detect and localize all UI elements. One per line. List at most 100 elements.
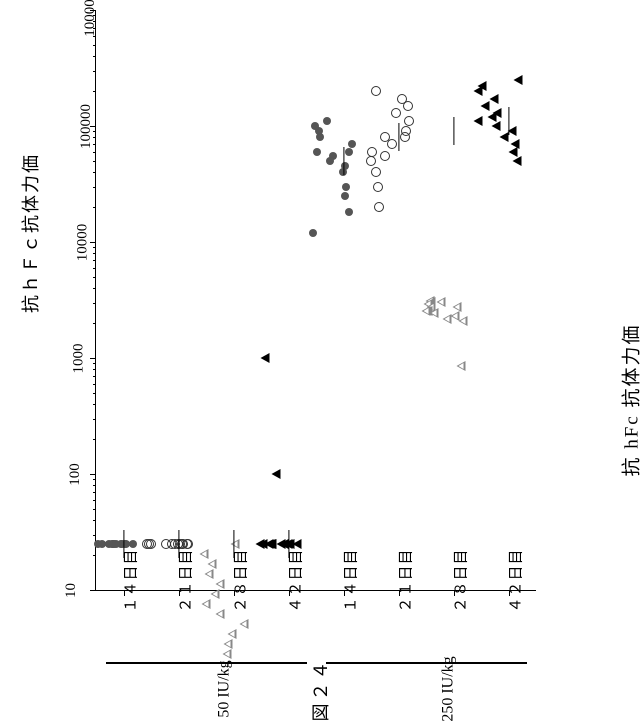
data-point (477, 81, 486, 91)
data-point (227, 629, 236, 639)
data-point (105, 540, 113, 548)
data-point (430, 308, 439, 318)
data-point (341, 192, 349, 200)
group-label: 250 IU/kg (440, 656, 458, 721)
figure-label: 図２４ (307, 659, 333, 722)
data-point (490, 94, 499, 104)
ytick-minor (93, 492, 96, 493)
ytick-label: 100000 (78, 104, 95, 149)
data-point (510, 139, 519, 149)
ytick-minor (93, 161, 96, 162)
data-point (345, 148, 353, 156)
ytick-minor (93, 91, 96, 92)
data-point (458, 316, 467, 326)
data-point (313, 148, 321, 156)
data-point (374, 202, 384, 212)
data-point (491, 121, 500, 131)
ytick-label: 10 (63, 583, 80, 598)
data-point (380, 151, 390, 161)
data-point (366, 156, 376, 166)
xtick-label: ４２日目 (504, 548, 525, 612)
xtick-label: ２８日目 (229, 548, 250, 612)
ytick-minor (93, 535, 96, 536)
data-point (391, 108, 401, 118)
data-point (261, 353, 270, 363)
ytick-minor (93, 207, 96, 208)
data-point (167, 539, 177, 549)
ytick-minor (93, 268, 96, 269)
data-point (309, 229, 317, 237)
median-line (178, 530, 179, 558)
ytick-minor (93, 363, 96, 364)
data-point (207, 559, 216, 569)
ytick-minor (93, 152, 96, 153)
ytick-minor (93, 260, 96, 261)
median-line (288, 530, 289, 558)
median-line (233, 530, 234, 558)
ytick-minor (93, 288, 96, 289)
data-point (265, 539, 274, 549)
data-point (473, 116, 482, 126)
data-point (371, 167, 381, 177)
ytick-minor (93, 71, 96, 72)
data-point (492, 108, 501, 118)
ytick-minor (93, 419, 96, 420)
data-point (326, 157, 334, 165)
median-line (343, 147, 344, 175)
data-point (401, 126, 411, 136)
ytick-minor (93, 393, 96, 394)
ytick-minor (93, 303, 96, 304)
xtick-label: ４２日目 (284, 548, 305, 612)
xtick-label: ２８日目 (449, 548, 470, 612)
ytick-minor (93, 404, 96, 405)
ytick-minor (93, 500, 96, 501)
ytick-mark (90, 358, 96, 359)
data-point (200, 549, 209, 559)
ytick-minor (93, 277, 96, 278)
data-point (373, 182, 383, 192)
plot-area: 101001000100001000001000000１４日目２１日目２８日目４… (95, 10, 536, 591)
ytick-minor (93, 369, 96, 370)
data-point (436, 297, 445, 307)
data-point (380, 132, 390, 142)
data-point (342, 183, 350, 191)
ytick-minor (93, 485, 96, 486)
data-point (144, 539, 154, 549)
chart-title: 抗 hFc 抗体力価 (617, 324, 640, 477)
data-point (367, 147, 377, 157)
ytick-minor (93, 247, 96, 248)
ytick-minor (93, 509, 96, 510)
data-point (239, 619, 248, 629)
data-point (202, 599, 211, 609)
ytick-minor (93, 479, 96, 480)
ytick-minor (93, 45, 96, 46)
ytick-minor (93, 439, 96, 440)
ytick-minor (93, 520, 96, 521)
median-line (508, 107, 509, 135)
data-point (513, 156, 522, 166)
data-point (371, 86, 381, 96)
data-point (404, 116, 414, 126)
ytick-minor (93, 323, 96, 324)
y-axis-label: 抗ｈＦｃ抗体力価 (17, 153, 43, 313)
chart: 101001000100001000001000000１４日目２１日目２８日目４… (95, 10, 605, 650)
ytick-label: 1000000 (82, 0, 99, 37)
ytick-mark (90, 590, 96, 591)
xtick-label: １４日目 (119, 548, 140, 612)
ytick-minor (93, 253, 96, 254)
data-point (272, 469, 281, 479)
data-point (216, 609, 225, 619)
data-point (311, 122, 319, 130)
data-point (397, 94, 407, 104)
ytick-minor (93, 187, 96, 188)
ytick-minor (93, 172, 96, 173)
data-point (210, 589, 219, 599)
data-point (514, 75, 523, 85)
median-line (123, 530, 124, 558)
data-point (204, 569, 213, 579)
data-point (223, 649, 232, 659)
ytick-minor (93, 376, 96, 377)
xtick-label: ２１日目 (174, 548, 195, 612)
xtick-label: １４日目 (339, 548, 360, 612)
ytick-minor (93, 56, 96, 57)
